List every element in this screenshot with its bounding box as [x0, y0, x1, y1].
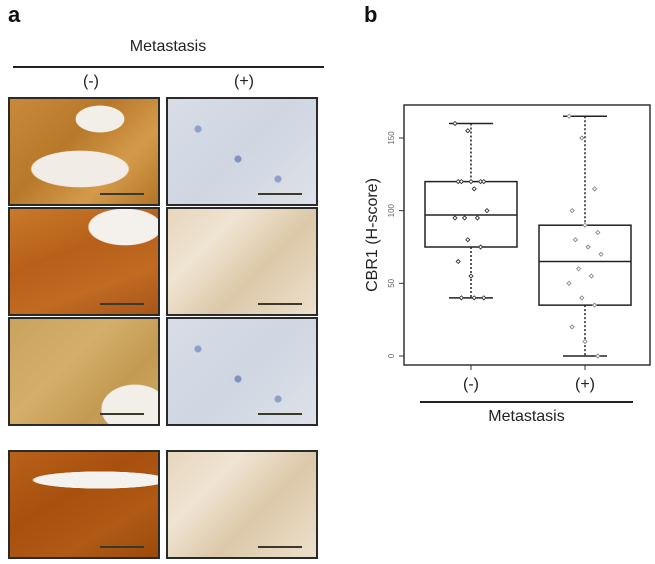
histology-image-row1-positive	[166, 97, 318, 206]
data-point	[471, 295, 477, 301]
data-point	[569, 324, 575, 330]
panel-a-heading-rule	[13, 66, 324, 68]
panel-b-group-rule	[420, 401, 633, 403]
histology-image-row4-negative	[8, 450, 160, 559]
histology-image-row4-positive	[166, 450, 318, 559]
data-point	[598, 251, 604, 257]
data-point	[582, 338, 588, 345]
data-point	[591, 302, 598, 308]
data-point	[595, 353, 601, 359]
data-point	[477, 244, 484, 250]
data-point	[471, 186, 477, 192]
y-tick-label: 0	[387, 353, 396, 358]
data-point	[455, 258, 461, 265]
y-axis-label: CBR1 (H-score)	[364, 178, 381, 292]
histology-image-row3-positive	[166, 317, 318, 426]
data-point	[569, 208, 575, 214]
scale-bar	[100, 413, 144, 415]
data-point	[468, 273, 474, 279]
plot-frame	[403, 104, 651, 366]
y-tick-label: 100	[387, 203, 396, 217]
data-point	[579, 135, 585, 141]
data-point	[582, 222, 588, 228]
y-tick-label: 150	[387, 131, 396, 145]
column-label-negative: (-)	[83, 73, 99, 90]
scale-bar	[258, 413, 302, 415]
scale-bar	[258, 193, 302, 195]
data-point	[572, 237, 579, 243]
histology-image-row1-negative	[8, 97, 160, 206]
data-point	[575, 266, 582, 272]
y-tick-label: 50	[387, 278, 396, 287]
data-point	[579, 295, 585, 301]
scale-bar	[100, 546, 144, 548]
data-point	[484, 208, 490, 214]
histology-image-row2-positive	[166, 207, 318, 316]
data-point	[452, 120, 458, 127]
scale-bar	[100, 193, 144, 195]
panel-b-xlabel: Metastasis	[488, 408, 565, 425]
data-point	[465, 128, 471, 134]
scale-bar	[100, 303, 144, 305]
scale-bar	[258, 546, 302, 548]
box	[538, 224, 632, 306]
data-point	[458, 178, 465, 185]
scale-bar	[258, 303, 302, 305]
histology-image-row3-negative	[8, 317, 160, 426]
x-tick-label: (+)	[575, 376, 595, 393]
data-point	[566, 113, 572, 119]
panel-a-heading: Metastasis	[129, 38, 207, 55]
data-point	[595, 229, 601, 236]
data-point	[591, 186, 598, 192]
panel-a-label: a	[8, 2, 21, 27]
data-point	[566, 280, 572, 286]
data-point	[458, 295, 465, 301]
panel-b-label: b	[364, 2, 378, 27]
data-point	[481, 295, 487, 301]
data-point	[465, 237, 471, 243]
column-label-positive: (+)	[234, 73, 254, 90]
data-point	[461, 215, 468, 221]
data-point	[474, 215, 481, 221]
data-point	[452, 215, 458, 221]
x-tick-label: (-)	[463, 376, 479, 393]
data-point	[468, 178, 474, 185]
data-point	[585, 244, 591, 250]
data-point	[588, 273, 595, 279]
data-point	[481, 178, 487, 185]
histology-image-row2-negative	[8, 207, 160, 316]
